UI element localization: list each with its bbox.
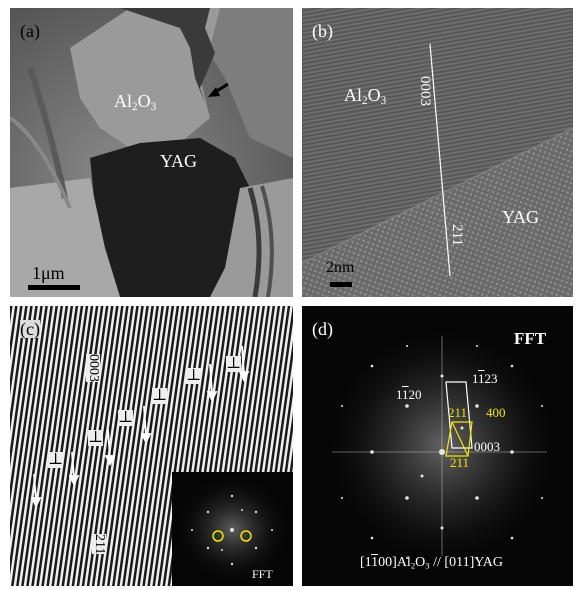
dislocation-marker: ⊥ [88, 429, 104, 446]
panel-b-scale-label: 2nm [326, 259, 355, 276]
panel-b-label: (b) [312, 21, 333, 41]
dislocation-marker: ⊥ [186, 367, 202, 384]
panel-c-plane-211: 211 [92, 534, 107, 555]
dislocation-marker: ⊥ [48, 451, 64, 468]
panel-b-phase-yag: YAG [502, 207, 540, 227]
panel-a-micrograph [10, 8, 293, 297]
panel-b-plane-0003: 0003 [417, 76, 433, 106]
panel-d-title: FFT [514, 329, 547, 348]
panel-d-zone-axis: [1100]Al2O3 // [011]YAG [360, 555, 504, 571]
panel-b-plane-211: 211 [449, 224, 465, 246]
panel-d-spot-400: 400 [486, 405, 506, 420]
panel-d-spot-1120: 1120 [396, 387, 422, 402]
panel-b-scale-bar [330, 282, 352, 287]
panel-d-spot-211-top: 211 [448, 405, 468, 420]
panel-d-spot-211-bottom: 211 [450, 455, 470, 470]
panel-b-hrtem-image: (b) Al2O3 YAG 0003 211 2nm [302, 8, 573, 297]
dislocation-marker: ⊥ [226, 355, 242, 372]
panel-d-diffraction-pattern [302, 306, 573, 586]
panel-d-spot-0003: 0003 [474, 439, 500, 454]
panel-c-fft-pattern [172, 472, 293, 586]
panel-a-scale-label: 1μm [32, 263, 65, 283]
panel-a-label: (a) [20, 21, 40, 41]
panel-d-label: (d) [312, 319, 333, 339]
panel-a-phase-al2o3: Al2O3 [114, 91, 157, 114]
dislocation-marker: ⊥ [118, 409, 134, 426]
dislocation-marker: ⊥ [152, 387, 168, 404]
panel-b-phase-al2o3: Al2O3 [344, 85, 387, 108]
panel-c-inset-label: FFT [252, 567, 273, 581]
panel-a-scale-bar [28, 285, 80, 290]
panel-c-plane-0003: 0003 [86, 354, 101, 382]
panel-c-label: (c) [20, 319, 40, 339]
panel-a-tem-image: (a) Al2O3 YAG 1μm [10, 8, 293, 297]
panel-a-phase-yag: YAG [160, 151, 198, 171]
panel-c-filtered-image: (c) 0003 211 ⊥ ⊥ ⊥ ⊥ ⊥ ⊥ [10, 306, 293, 586]
panel-c-fft-inset: FFT [172, 472, 293, 586]
panel-d-fft-image: (d) FFT 1120 1123 211 400 0003 211 [1100… [302, 306, 573, 586]
panel-b-micrograph [302, 8, 573, 297]
panel-d-spot-1123: 1123 [472, 371, 498, 386]
